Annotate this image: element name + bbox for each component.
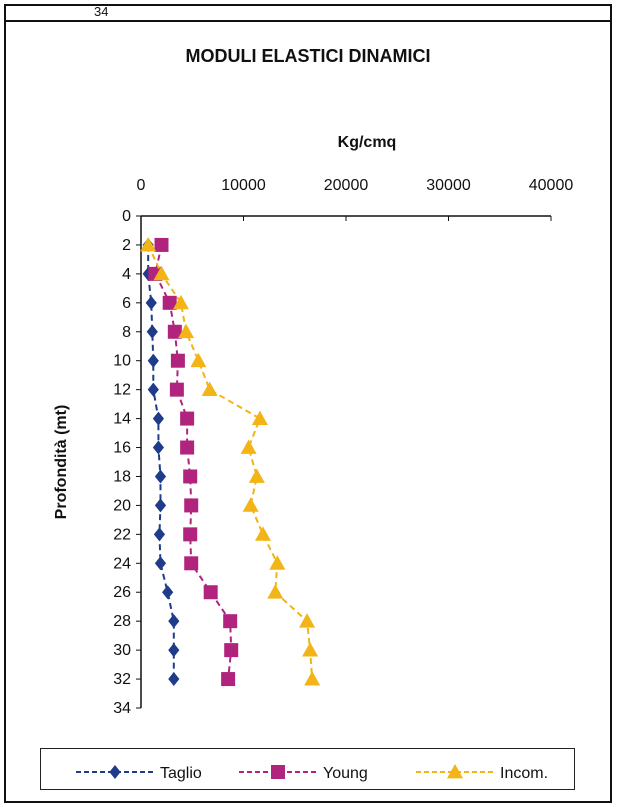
legend-label-incom: Incom. — [500, 765, 548, 782]
data-point-incom — [240, 439, 257, 454]
legend: Taglio Young Incom. — [40, 748, 575, 790]
y-tick-label: 26 — [113, 584, 131, 601]
data-point-taglio — [146, 324, 158, 339]
data-point-taglio — [152, 440, 165, 455]
y-tick-label: 2 — [122, 237, 131, 254]
y-tick-label: 16 — [113, 440, 131, 457]
data-point-incom — [172, 294, 189, 310]
data-point-incom — [304, 671, 321, 686]
data-point-taglio — [145, 295, 157, 310]
data-point-incom — [178, 323, 195, 339]
data-point-young — [221, 672, 236, 687]
data-point-incom — [248, 468, 265, 483]
x-tick-label: 10000 — [221, 177, 266, 194]
series-line-incom — [147, 244, 314, 680]
data-point-young — [169, 382, 184, 397]
legend-label-taglio: Taglio — [160, 765, 202, 782]
y-tick-label: 0 — [122, 208, 131, 225]
data-point-taglio — [153, 527, 166, 542]
y-tick-label: 6 — [122, 295, 131, 312]
data-point-taglio — [147, 353, 159, 368]
previous-chart-fragment: 34 — [6, 6, 610, 22]
data-point-young — [184, 498, 199, 513]
y-tick-label: 24 — [113, 555, 131, 572]
x-tick-label: 20000 — [324, 177, 369, 194]
series-line-taglio — [147, 244, 175, 680]
y-tick-label: 10 — [113, 353, 131, 370]
data-point-incom — [251, 410, 268, 425]
data-point-young — [183, 527, 198, 542]
y-axis-label: Profondità (mt) — [53, 405, 70, 520]
data-point-incom — [242, 497, 259, 512]
data-point-incom — [302, 642, 319, 657]
data-point-incom — [254, 526, 271, 541]
data-point-taglio — [168, 614, 180, 629]
data-point-incom — [153, 265, 170, 281]
legend-label-young: Young — [323, 765, 368, 782]
legend-marker-incom — [447, 764, 463, 779]
data-point-incom — [267, 584, 284, 599]
y-tick-label: 4 — [122, 266, 131, 283]
y-tick-label: 20 — [113, 497, 131, 514]
y-tick-label: 12 — [113, 382, 131, 399]
data-point-taglio — [154, 498, 167, 513]
data-point-young — [154, 237, 169, 252]
y-tick-label: 14 — [113, 411, 131, 428]
x-tick-labels: 0 10000 20000 30000 40000 — [137, 177, 574, 194]
y-tick-label: 34 — [113, 700, 131, 717]
data-point-young — [180, 411, 195, 426]
x-tick-label: 30000 — [426, 177, 471, 194]
series-line-young — [154, 244, 233, 680]
data-point-young — [184, 556, 199, 571]
x-tick-label: 0 — [137, 177, 146, 194]
data-point-young — [170, 353, 185, 368]
data-point-incom — [190, 352, 207, 368]
data-point-young — [183, 469, 198, 484]
data-point-taglio — [168, 672, 180, 687]
y-tick-label: 30 — [113, 642, 131, 659]
legend-marker-taglio — [109, 765, 121, 779]
series-group — [140, 236, 321, 687]
fragment-svg: 34 — [94, 6, 108, 19]
data-point-young — [224, 643, 239, 658]
axes — [136, 215, 552, 709]
data-point-young — [162, 295, 177, 310]
x-axis-label: Kg/cmq — [337, 134, 397, 151]
data-point-incom — [269, 555, 286, 570]
data-point-incom — [299, 613, 316, 628]
y-tick-label: 28 — [113, 613, 131, 630]
y-tick-label: 22 — [113, 526, 131, 543]
legend-svg: Taglio Young Incom. — [76, 764, 548, 782]
data-point-incom — [201, 381, 218, 397]
data-point-taglio — [154, 469, 167, 484]
data-point-taglio — [168, 643, 180, 658]
chart-frame: 34 MODULI ELASTICI DINAMICI Kg/cmq — [4, 4, 612, 803]
legend-marker-young — [271, 765, 285, 779]
fragment-text: 34 — [94, 6, 108, 19]
data-point-young — [203, 585, 218, 600]
data-point-incom — [140, 236, 157, 252]
y-tick-label: 18 — [113, 468, 131, 485]
data-point-young — [180, 440, 195, 455]
x-tick-label: 40000 — [529, 177, 574, 194]
chart-title: MODULI ELASTICI DINAMICI — [185, 46, 431, 66]
data-point-taglio — [162, 585, 174, 600]
data-point-young — [223, 614, 238, 629]
data-point-taglio — [152, 411, 165, 426]
data-point-taglio — [154, 556, 167, 571]
y-tick-label: 32 — [113, 671, 131, 688]
data-point-young — [167, 324, 182, 339]
y-tick-label: 8 — [122, 324, 131, 341]
data-point-taglio — [147, 382, 159, 397]
